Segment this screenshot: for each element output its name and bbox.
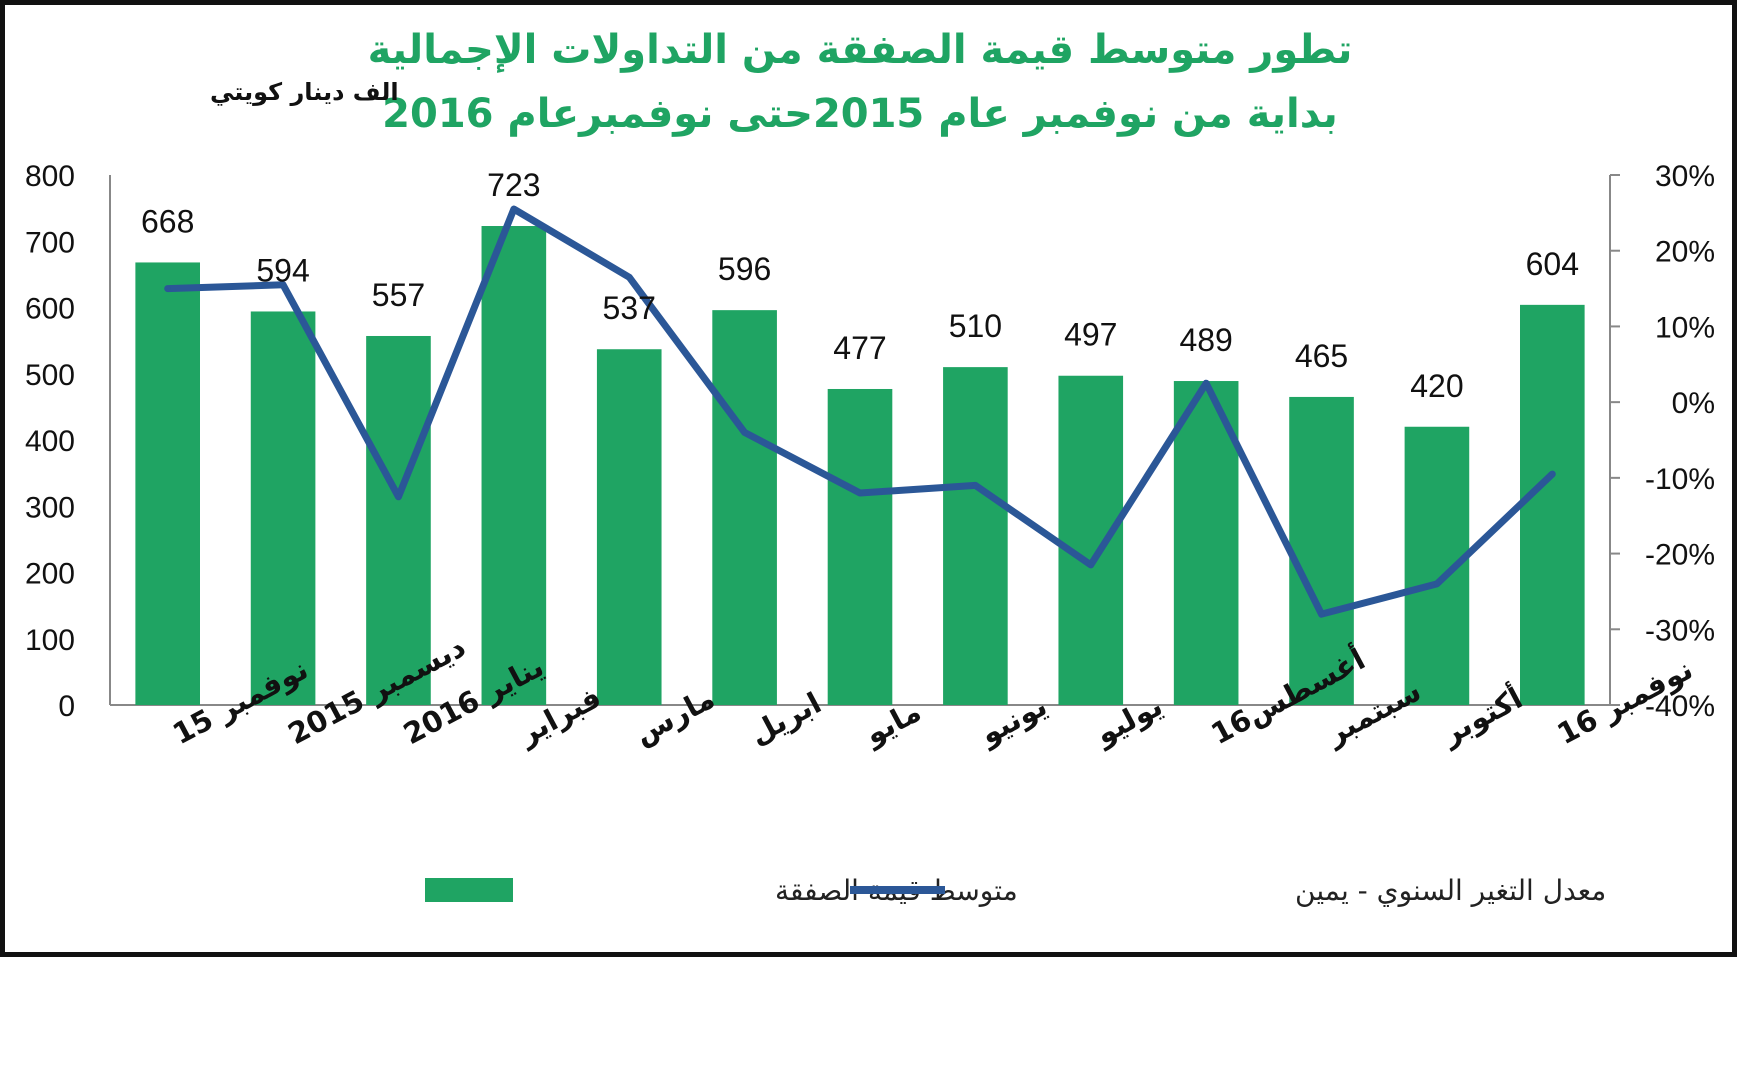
y-tick-label-left: 400 <box>25 425 75 458</box>
legend-swatch-bars <box>425 878 513 902</box>
y-tick-label-right: -10% <box>1645 463 1715 496</box>
y-tick-label-right: -40% <box>1645 690 1715 723</box>
data-label: 723 <box>487 167 540 203</box>
y-tick-label-right: -30% <box>1645 614 1715 647</box>
data-label: 596 <box>718 251 771 287</box>
line-point <box>1318 611 1325 618</box>
line-point <box>395 493 402 500</box>
line-point <box>510 206 517 213</box>
bar <box>250 311 316 705</box>
data-label: 465 <box>1295 338 1348 374</box>
legend-label-line: معدل التغير السنوي - يمين <box>1295 874 1606 907</box>
line-point <box>1433 580 1440 587</box>
data-label: 604 <box>1526 246 1579 282</box>
bar <box>712 310 777 705</box>
bar <box>1058 375 1124 705</box>
data-label: 489 <box>1179 322 1232 358</box>
bar <box>943 367 1008 705</box>
y-tick-label-right: 20% <box>1655 236 1715 269</box>
line-point <box>1203 380 1210 387</box>
line-point <box>741 429 748 436</box>
bar-series <box>135 226 1585 705</box>
y-tick-label-left: 600 <box>25 293 75 326</box>
data-label: 510 <box>949 308 1002 344</box>
data-label: 420 <box>1410 368 1463 404</box>
bar <box>366 335 431 705</box>
y-tick-label-right: 30% <box>1655 160 1715 193</box>
line-point <box>857 490 863 496</box>
chart-frame: تطور متوسط قيمة الصفقة من التداولات الإج… <box>0 0 1737 957</box>
y-tick-label-left: 200 <box>25 558 75 591</box>
line-point <box>1549 471 1556 478</box>
y-tick-label-right: 0% <box>1672 387 1715 420</box>
bar <box>827 388 893 705</box>
line-point <box>164 285 171 292</box>
data-label: 497 <box>1064 317 1117 353</box>
data-label: 537 <box>603 290 656 326</box>
y-tick-label-right: -20% <box>1645 539 1715 572</box>
line-point <box>1087 561 1094 568</box>
data-labels: 668 594 557 723 537 596 477 510 497 489 465 420 604 <box>141 167 1579 404</box>
bar <box>481 226 547 705</box>
y-tick-label-left: 100 <box>25 624 75 657</box>
y-tick-label-left: 800 <box>25 160 75 193</box>
y-tick-label-left: 700 <box>25 226 75 259</box>
data-label: 557 <box>372 277 425 313</box>
y-tick-label-left: 500 <box>25 359 75 392</box>
axes: 0 100 200 300 400 500 600 700 800 -40% -30% -20% -10… <box>25 160 1715 723</box>
y-tick-label-left: 300 <box>25 491 75 524</box>
y-tick-label-right: 10% <box>1655 311 1715 344</box>
data-label: 477 <box>833 330 886 366</box>
bar <box>1289 396 1354 705</box>
bar <box>1520 304 1585 705</box>
line-series <box>164 205 1556 618</box>
chart-title: تطور متوسط قيمة الصفقة من التداولات الإج… <box>368 27 1353 73</box>
line-point <box>626 274 633 281</box>
line-point <box>972 482 979 489</box>
bar <box>1173 381 1239 705</box>
chart-svg: تطور متوسط قيمة الصفقة من التداولات الإج… <box>25 27 1715 907</box>
line-point <box>280 281 287 288</box>
data-label: 594 <box>256 252 309 288</box>
y-axis-unit-label: الف دينار كويتي <box>210 78 399 106</box>
bar <box>135 262 200 705</box>
y-tick-label-left: 0 <box>58 690 75 723</box>
chart-subtitle: بداية من نوفمبر عام 2015حتى نوفمبرعام 20… <box>382 91 1338 137</box>
data-label: 668 <box>141 203 194 239</box>
bar <box>596 349 662 705</box>
